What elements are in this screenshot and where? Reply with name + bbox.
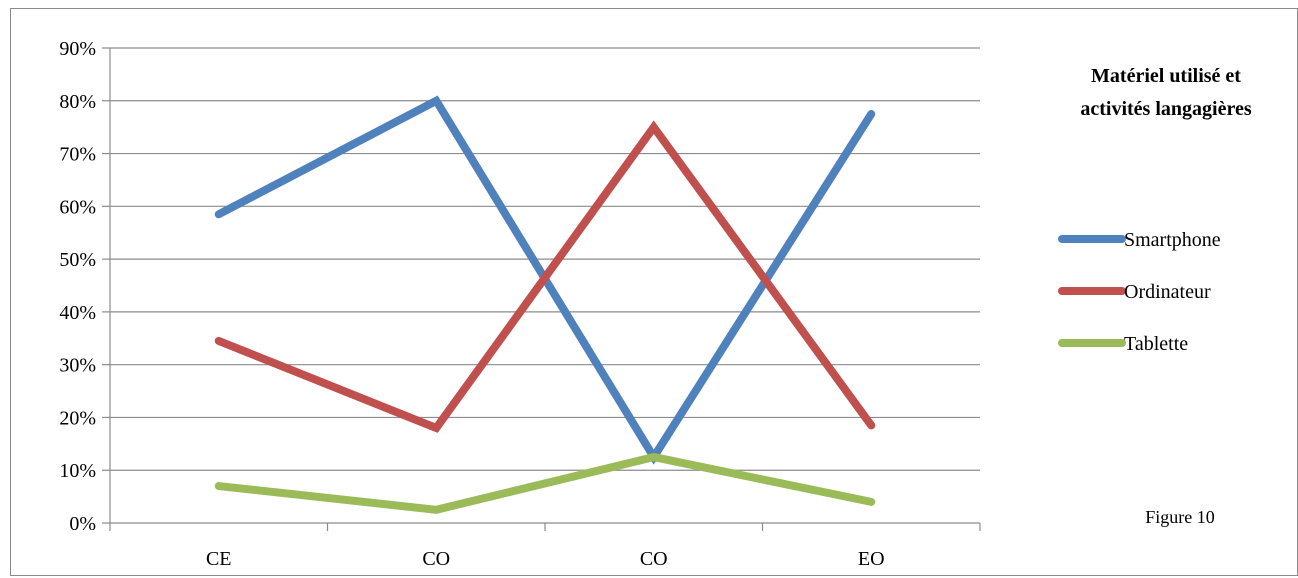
legend-label-smartphone: Smartphone [1124,229,1221,251]
series-line-tablette [214,452,876,514]
y-tick-label: 20% [59,407,96,429]
y-tick-label: 0% [69,513,96,535]
figure-caption: Figure 10 [1145,507,1215,527]
series-lines [214,95,876,514]
x-tick-label: CE [206,548,232,570]
grid-lines [110,47,980,471]
y-tick-label: 30% [59,355,96,377]
axes [102,47,981,531]
y-tick-label: 60% [59,196,96,218]
x-tick-label: CO [640,548,668,570]
legend: Smartphone Ordinateur Tablette [1058,229,1221,355]
y-tick-label: 50% [59,249,96,271]
y-tick-label: 90% [59,38,96,60]
x-tick-label: EO [858,548,885,570]
chart-title-line-2: activités langagières [1080,98,1251,120]
y-tick-label: 70% [59,144,96,166]
legend-label-ordinateur: Ordinateur [1124,281,1211,303]
y-tick-label: 40% [59,302,96,324]
y-tick-label: 10% [59,460,96,482]
y-tick-label: 80% [59,91,96,113]
series-line-ordinateur [214,120,876,433]
chart-title-line-1: Matériel utilisé et [1091,65,1241,87]
legend-label-tablette: Tablette [1124,333,1188,355]
x-tick-label: CO [422,548,450,570]
tick-labels: 0% 10% 20% 30% 40% 50% 60% 70% 80% 90% CE CO CO EO [59,38,884,570]
